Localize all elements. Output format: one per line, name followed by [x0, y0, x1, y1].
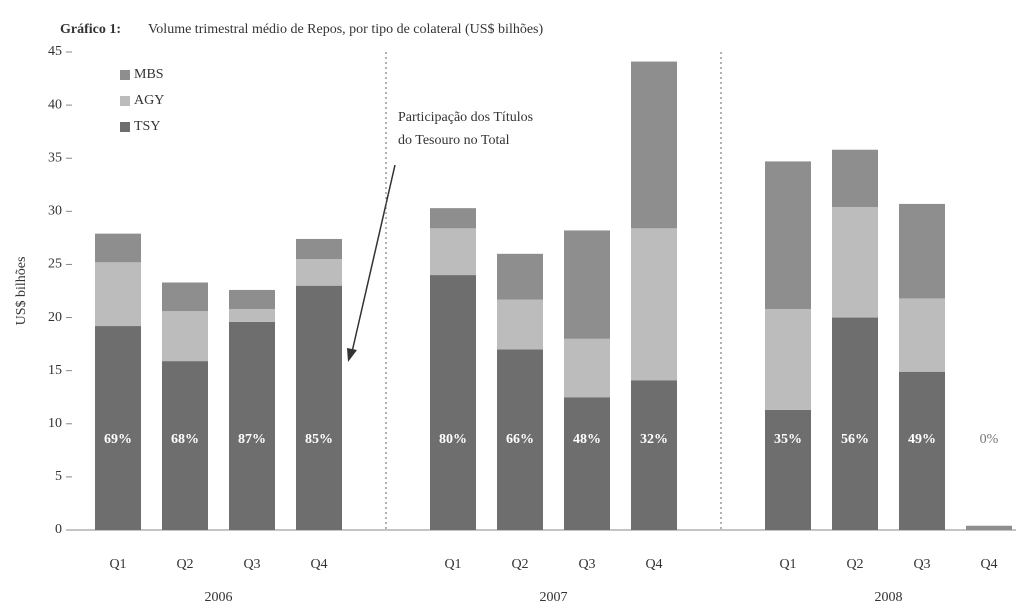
bar-segment — [497, 299, 543, 350]
bar-segment — [899, 298, 945, 372]
bar-segment — [899, 371, 945, 530]
annotation: Participação dos Títulos — [398, 110, 533, 125]
x-tick-label: Q2 — [846, 557, 863, 572]
legend-swatch — [120, 70, 130, 80]
bar-segment — [899, 203, 945, 299]
annotation-arrowhead — [347, 348, 357, 362]
x-tick-label: Q4 — [645, 557, 662, 572]
bar-segment — [966, 525, 1012, 530]
bar-segment — [296, 285, 342, 530]
legend-swatch — [120, 96, 130, 106]
y-tick-label: 0 — [55, 522, 62, 537]
bar-segment — [229, 321, 275, 530]
bar-segment — [765, 161, 811, 310]
share-label: 68% — [171, 432, 199, 447]
y-tick-label: 20 — [48, 310, 62, 325]
bar-segment — [832, 149, 878, 208]
bar-segment — [430, 208, 476, 229]
y-tick-label: 15 — [48, 363, 62, 378]
bar-segment — [631, 380, 677, 530]
x-tick-label: Q4 — [310, 557, 327, 572]
bar-segment — [564, 230, 610, 339]
legend-label: MBS — [134, 67, 164, 82]
share-label: 32% — [640, 432, 668, 447]
bar-segment — [95, 233, 141, 263]
x-tick-label: Q1 — [779, 557, 796, 572]
bar-segment — [497, 253, 543, 300]
share-label: 35% — [774, 432, 802, 447]
bar-segment — [162, 361, 208, 530]
share-label: 66% — [506, 432, 534, 447]
x-tick-label: Q2 — [511, 557, 528, 572]
share-label: 80% — [439, 432, 467, 447]
bar-segment — [162, 311, 208, 362]
y-tick-label: 35 — [48, 150, 62, 165]
bar-segment — [95, 326, 141, 530]
annotation-arrow — [351, 164, 396, 353]
legend-label: AGY — [134, 93, 164, 108]
bar-segment — [832, 207, 878, 318]
share-label: 49% — [908, 432, 936, 447]
x-tick-label: Q3 — [578, 557, 595, 572]
bar-segment — [162, 282, 208, 312]
share-label: 48% — [573, 432, 601, 447]
bar-segment — [229, 289, 275, 310]
legend-swatch — [120, 122, 130, 132]
group-label: 2006 — [205, 590, 233, 605]
bar-segment — [631, 228, 677, 381]
bar-segment — [564, 397, 610, 530]
x-tick-label: Q3 — [913, 557, 930, 572]
bar-segment — [765, 409, 811, 530]
bar-segment — [430, 228, 476, 276]
bar-segment — [430, 275, 476, 530]
share-label: 87% — [238, 432, 266, 447]
y-tick-label: 45 — [48, 44, 62, 59]
bar-segment — [765, 309, 811, 410]
share-label: 69% — [104, 432, 132, 447]
bar-segment — [229, 309, 275, 322]
bar-segment — [631, 61, 677, 229]
x-tick-label: Q1 — [109, 557, 126, 572]
x-tick-label: Q2 — [176, 557, 193, 572]
y-tick-label: 25 — [48, 257, 62, 272]
bar-segment — [95, 262, 141, 327]
share-label: 85% — [305, 432, 333, 447]
chart-title: Volume trimestral médio de Repos, por ti… — [148, 22, 543, 37]
share-label: 56% — [841, 432, 869, 447]
bar-segment — [564, 338, 610, 398]
x-tick-label: Q1 — [444, 557, 461, 572]
bar-segment — [296, 238, 342, 260]
bar-segment — [497, 349, 543, 530]
annotation: do Tesouro no Total — [398, 133, 510, 148]
y-tick-label: 5 — [55, 469, 62, 484]
share-label: 0% — [980, 432, 999, 447]
group-label: 2007 — [540, 590, 568, 605]
x-tick-label: Q3 — [243, 557, 260, 572]
y-tick-label: 30 — [48, 204, 62, 219]
bar-segment — [296, 259, 342, 286]
bar-segment — [832, 317, 878, 530]
x-tick-label: Q4 — [980, 557, 997, 572]
group-label: 2008 — [875, 590, 903, 605]
y-axis-label: US$ bilhões — [14, 257, 29, 326]
chart-title-label: Gráfico 1: — [60, 22, 121, 37]
legend-label: TSY — [134, 119, 160, 134]
y-tick-label: 40 — [48, 97, 62, 112]
y-tick-label: 10 — [48, 416, 62, 431]
